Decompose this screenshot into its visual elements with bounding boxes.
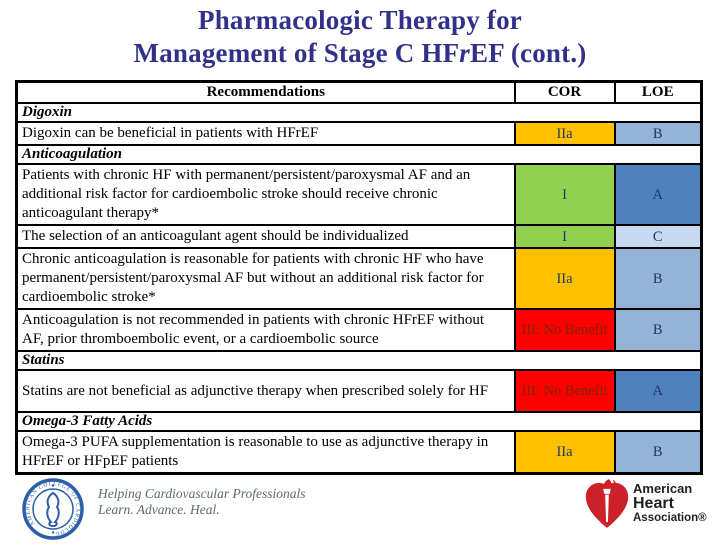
acc-tagline-line2: Learn. Advance. Heal. [98, 502, 220, 517]
recommendation-text: Statins are not beneficial as adjunctive… [15, 369, 516, 413]
section-row: Digoxin [15, 102, 703, 123]
loe-value-cell: B [613, 247, 703, 310]
recommendation-row: Digoxin can be beneficial in patients wi… [15, 121, 703, 146]
section-label: Omega-3 Fatty Acids [15, 411, 703, 432]
section-label: Statins [15, 350, 703, 371]
recommendation-row: Anticoagulation is not recommended in pa… [15, 308, 703, 352]
cor-value-cell: IIa [513, 247, 616, 310]
aha-text-line2: Heart [633, 495, 674, 512]
recommendation-text: Digoxin can be beneficial in patients wi… [15, 121, 516, 146]
header-recommendations: Recommendations [15, 80, 516, 104]
table-header-row: Recommendations COR LOE [15, 80, 703, 104]
loe-value-cell: A [613, 163, 703, 226]
loe-value-cell: B [613, 430, 703, 475]
acc-tagline: Helping Cardiovascular Professionals Lea… [98, 486, 306, 518]
footer: AMERICAN COLLEGE OF CARDIOLOGY Helping C… [0, 474, 720, 540]
loe-value-cell: C [613, 224, 703, 249]
cor-value-cell: I [513, 224, 616, 249]
section-row: Omega-3 Fatty Acids [15, 411, 703, 432]
loe-value-cell: B [613, 121, 703, 146]
recommendation-text: The selection of an anticoagulant agent … [15, 224, 516, 249]
slide-title-line2: Management of Stage C HFrEF (cont.) [133, 38, 587, 68]
header-loe: LOE [613, 80, 703, 104]
cor-value-cell: III: No Benefit [513, 308, 616, 352]
recommendation-row: Statins are not beneficial as adjunctive… [15, 369, 703, 413]
slide-title: Pharmacologic Therapy for Management of … [0, 4, 720, 70]
cor-value-cell: IIa [513, 121, 616, 146]
recommendation-text: Omega-3 PUFA supplementation is reasonab… [15, 430, 516, 475]
cor-value-cell: III: No Benefit [513, 369, 616, 413]
recommendation-text: Anticoagulation is not recommended in pa… [15, 308, 516, 352]
acc-seal-icon: AMERICAN COLLEGE OF CARDIOLOGY [20, 474, 84, 540]
loe-value-cell: B [613, 308, 703, 352]
section-row: Statins [15, 350, 703, 371]
section-row: Anticoagulation [15, 144, 703, 165]
slide-title-line1: Pharmacologic Therapy for [198, 5, 522, 35]
recommendation-row: The selection of an anticoagulant agent … [15, 224, 703, 249]
section-label: Anticoagulation [15, 144, 703, 165]
acc-tagline-line1: Helping Cardiovascular Professionals [98, 486, 306, 501]
recommendation-text: Chronic anticoagulation is reasonable fo… [15, 247, 516, 310]
aha-wordmark: American Heart Association® [633, 482, 707, 525]
aha-logo [584, 478, 630, 535]
recommendation-row: Chronic anticoagulation is reasonable fo… [15, 247, 703, 310]
aha-heart-torch-icon [585, 479, 629, 528]
recommendation-text: Patients with chronic HF with permanent/… [15, 163, 516, 226]
recommendation-row: Patients with chronic HF with permanent/… [15, 163, 703, 226]
recommendations-table: Recommendations COR LOE Digoxin Digoxin c… [15, 80, 703, 475]
recommendation-table-body: Digoxin Digoxin can be beneficial in pati… [15, 102, 703, 475]
cor-value-cell: IIa [513, 430, 616, 475]
aha-text-line1: American [633, 481, 693, 496]
header-cor: COR [513, 80, 616, 104]
aha-text-line3: Association® [633, 512, 707, 524]
cor-value-cell: I [513, 163, 616, 226]
acc-logo: AMERICAN COLLEGE OF CARDIOLOGY [20, 474, 84, 545]
recommendation-row: Omega-3 PUFA supplementation is reasonab… [15, 430, 703, 475]
section-label: Digoxin [15, 102, 703, 123]
loe-value-cell: A [613, 369, 703, 413]
